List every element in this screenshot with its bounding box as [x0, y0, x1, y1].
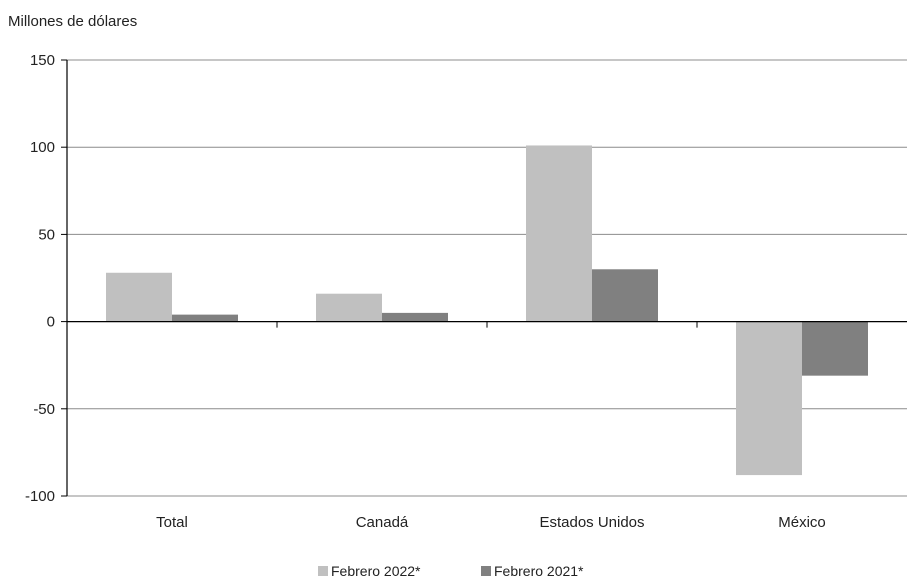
bar-1-3 — [526, 145, 592, 322]
y-axis-unit-label: Millones de dólares — [8, 13, 137, 30]
bar-2-3 — [592, 269, 658, 322]
y-tick-label-5: -100 — [25, 488, 55, 505]
bar-1-2 — [316, 293, 382, 322]
x-category-label-2: Canadá — [356, 514, 409, 531]
bar-2-2 — [382, 312, 448, 322]
y-tick-label-4: -50 — [33, 401, 55, 418]
legend: Febrero 2022* Febrero 2021* — [318, 563, 584, 579]
bar-1-4 — [736, 321, 802, 476]
y-tick-label-1: 100 — [30, 139, 55, 156]
bars — [106, 145, 868, 476]
legend-label-2: Febrero 2021* — [494, 563, 584, 579]
x-category-label-4: México — [778, 514, 826, 531]
y-tick-label-2: 50 — [38, 226, 55, 243]
legend-label-1: Febrero 2022* — [331, 563, 421, 579]
bar-1-1 — [106, 272, 172, 322]
axes — [61, 59, 907, 497]
bar-2-4 — [802, 321, 868, 376]
x-category-label-3: Estados Unidos — [539, 514, 644, 531]
legend-swatch-1 — [318, 566, 328, 576]
x-category-label-1: Total — [156, 514, 188, 531]
y-tick-label-3: 0 — [47, 314, 55, 331]
legend-swatch-2 — [481, 566, 491, 576]
tick-labels: 150 100 50 0 -50 -100 Total Canadá Estados Unido… — [25, 52, 826, 531]
y-tick-label-0: 150 — [30, 52, 55, 69]
bar-2-1 — [172, 314, 238, 322]
